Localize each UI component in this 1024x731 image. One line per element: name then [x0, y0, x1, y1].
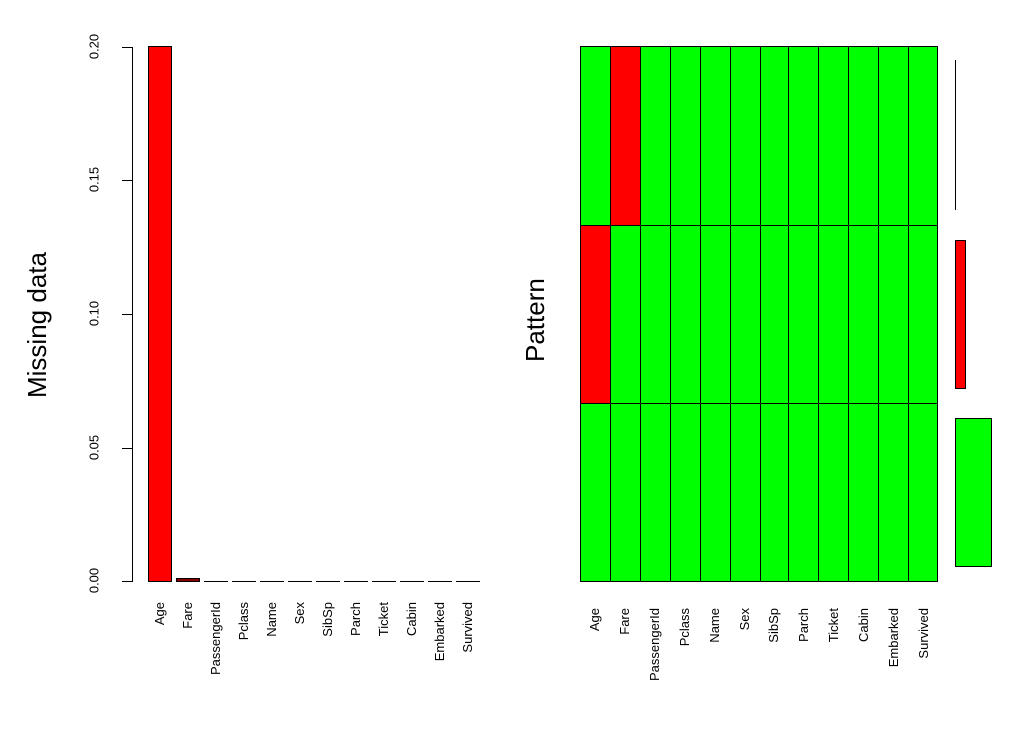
pattern-grid [580, 46, 938, 582]
y-axis-label: Missing data [22, 252, 52, 398]
bar-name [260, 581, 284, 582]
cell [730, 225, 761, 404]
bar-age [148, 46, 172, 582]
y-tick-label: 0.05 [86, 434, 102, 461]
cell [878, 46, 909, 226]
cell [610, 403, 641, 582]
bar-survived [456, 581, 480, 582]
cell [640, 46, 671, 226]
x-tick-label: Parch [348, 602, 363, 636]
y-tick-mark [122, 180, 132, 181]
bar-fare [176, 578, 200, 582]
cell [610, 46, 641, 226]
x-tick-label: Name [707, 608, 722, 643]
cell [700, 225, 731, 404]
y-tick-mark [122, 448, 132, 449]
cell [580, 403, 611, 582]
x-tick-label: Name [264, 602, 279, 637]
cell [818, 403, 849, 582]
proportion-bar-row-2 [955, 240, 966, 389]
cell [640, 225, 671, 404]
x-tick-label: SibSp [766, 608, 781, 643]
proportion-bar-row-3 [955, 418, 992, 567]
cell [640, 403, 671, 582]
x-tick-label: Survived [916, 608, 931, 659]
cell [760, 403, 789, 582]
bar-parch [344, 581, 368, 582]
cell [788, 403, 819, 582]
y-tick-label: 0.00 [86, 567, 102, 594]
cell [818, 225, 849, 404]
proportion-bar-row-1 [955, 60, 956, 210]
cell [730, 46, 761, 226]
x-tick-label: Cabin [856, 608, 871, 642]
bar-passengerid [204, 581, 228, 582]
cell [580, 225, 611, 404]
cell [848, 225, 879, 404]
bar-embarked [428, 581, 452, 582]
cell [878, 403, 909, 582]
cell [580, 46, 611, 226]
y-tick-label: 0.15 [86, 166, 102, 193]
cell [908, 46, 938, 226]
y-tick-label: 0.20 [86, 33, 102, 60]
x-tick-label: Parch [796, 608, 811, 642]
cell [610, 225, 641, 404]
bar-ticket [372, 581, 396, 582]
cell [670, 403, 701, 582]
y-tick-mark [122, 47, 132, 48]
cell [848, 403, 879, 582]
bar-cabin [400, 581, 424, 582]
cell [670, 46, 701, 226]
cell [818, 46, 849, 226]
cell [908, 225, 938, 404]
cell [908, 403, 938, 582]
cell [700, 46, 731, 226]
x-tick-label: PassengerId [647, 608, 662, 681]
y-axis-label: Pattern [520, 278, 550, 362]
x-tick-label: Embarked [886, 608, 901, 668]
bar-sibsp [316, 581, 340, 582]
x-tick-label: Fare [617, 608, 632, 635]
x-tick-label: SibSp [320, 602, 335, 637]
y-tick-mark [122, 314, 132, 315]
cell [670, 225, 701, 404]
x-tick-label: Sex [737, 608, 752, 631]
bar-pclass [232, 581, 256, 582]
x-tick-label: Fare [180, 602, 195, 629]
cell [700, 403, 731, 582]
x-tick-label: Age [587, 608, 602, 632]
x-tick-label: PassengerId [208, 602, 223, 675]
x-tick-label: Survived [460, 602, 475, 653]
x-tick-label: Age [152, 602, 167, 626]
x-tick-label: Pclass [236, 602, 251, 641]
y-axis-line [132, 47, 133, 582]
bar-sex [288, 581, 312, 582]
cell [760, 46, 789, 226]
x-tick-label: Embarked [432, 602, 447, 662]
y-tick-mark [122, 581, 132, 582]
cell [878, 225, 909, 404]
x-tick-label: Cabin [404, 602, 419, 636]
y-tick-label: 0.10 [86, 300, 102, 327]
cell [848, 46, 879, 226]
x-tick-label: Sex [292, 602, 307, 625]
x-tick-label: Ticket [376, 602, 391, 637]
cell [730, 403, 761, 582]
x-tick-label: Ticket [826, 608, 841, 643]
x-tick-label: Pclass [677, 608, 692, 647]
cell [788, 46, 819, 226]
cell [788, 225, 819, 404]
cell [760, 225, 789, 404]
